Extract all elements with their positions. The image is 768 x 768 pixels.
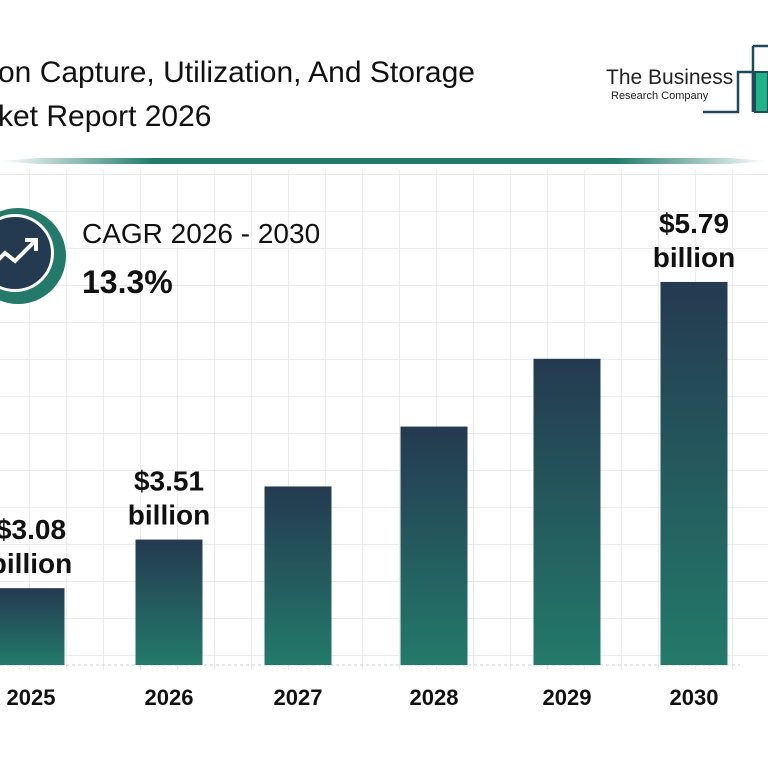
bar-2026 <box>135 539 203 665</box>
page-title-line1: on Capture, Utilization, And Storage <box>0 56 475 89</box>
x-tick-label: 2028 <box>410 685 459 710</box>
data-label-value: $5.79 <box>659 208 729 239</box>
logo-line1: The Business <box>606 66 734 89</box>
bar-2028 <box>400 426 468 665</box>
data-label-unit: billion <box>653 242 735 273</box>
logo-line2: Research Company <box>611 90 709 102</box>
cagr-label: CAGR 2026 - 2030 <box>82 218 321 249</box>
cagr-value: 13.3% <box>82 264 173 300</box>
data-label-unit: billion <box>0 548 72 579</box>
x-tick-label: 2030 <box>670 685 719 710</box>
title-divider <box>0 158 768 164</box>
company-logo: The Business Research Company <box>606 66 734 102</box>
x-tick-label: 2025 <box>7 685 56 710</box>
x-tick-label: 2026 <box>145 685 194 710</box>
bar-2029 <box>533 358 601 665</box>
bar-2027 <box>264 486 332 665</box>
x-tick-label: 2029 <box>543 685 592 710</box>
x-tick-label: 2027 <box>274 685 323 710</box>
bar-2025 <box>0 588 65 665</box>
page-title-line2: ket Report 2026 <box>0 100 212 133</box>
data-label-value: $3.51 <box>134 466 204 497</box>
trend-up-arrow-icon <box>0 238 38 264</box>
background-grid <box>0 170 768 670</box>
data-label-value: $3.08 <box>0 514 66 545</box>
data-label-unit: billion <box>128 500 210 531</box>
bar-2030 <box>660 281 728 665</box>
